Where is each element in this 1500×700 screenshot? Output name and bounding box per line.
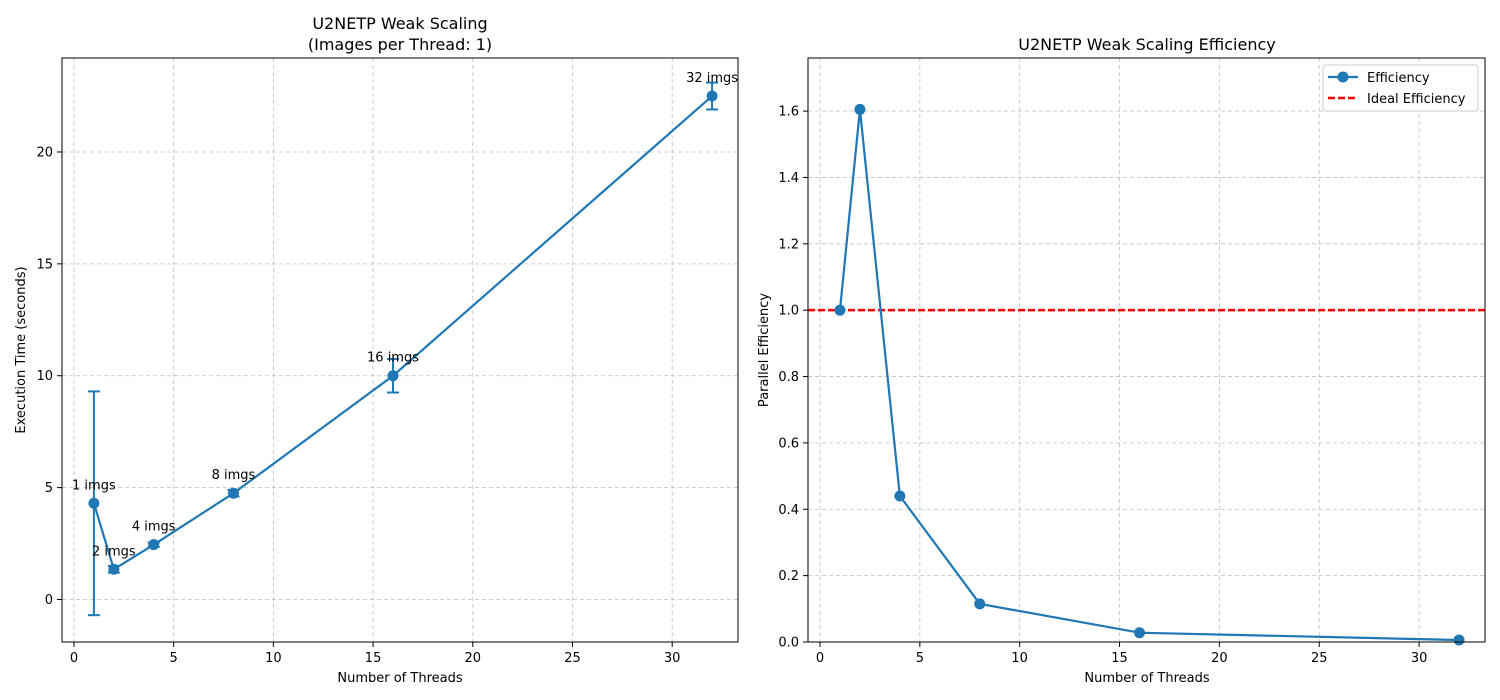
weak-scaling-x-axis-label: Number of Threads — [337, 671, 462, 686]
y-tick-label: 0.8 — [778, 370, 799, 385]
data-point — [387, 370, 399, 382]
x-tick-label: 20 — [1211, 651, 1228, 666]
x-tick-label: 5 — [170, 651, 178, 666]
legend-efficiency-marker — [1337, 71, 1349, 83]
data-label: 1 imgs — [72, 478, 116, 493]
x-tick-label: 20 — [465, 651, 482, 666]
y-tick-label: 0.2 — [778, 569, 799, 584]
weak-scaling-series: 1 imgs 2 imgs 4 imgs 8 imgs 16 imgs 32 imgs — [72, 71, 738, 617]
efficiency-plot-frame — [807, 57, 1486, 643]
weak-scaling-plot-frame — [61, 57, 739, 643]
efficiency-y-axis-label: Parallel Efficiency — [757, 293, 772, 407]
efficiency-legend: Efficiency Ideal Efficiency — [1322, 64, 1479, 112]
weak-scaling-subtitle: (Images per Thread: 1) — [308, 35, 492, 54]
y-tick-label: 15 — [36, 257, 53, 272]
data-point — [894, 490, 906, 502]
data-label: 16 imgs — [367, 351, 419, 366]
data-point — [974, 598, 986, 610]
legend-ideal-label: Ideal Efficiency — [1367, 92, 1466, 107]
y-tick-label: 1.0 — [778, 304, 799, 319]
y-tick-label: 1.6 — [778, 105, 799, 120]
data-point — [1134, 627, 1146, 639]
y-tick-label: 0.0 — [778, 636, 799, 651]
x-tick-label: 0 — [816, 651, 824, 666]
y-tick-label: 1.2 — [778, 237, 799, 252]
y-tick-label: 20 — [36, 145, 53, 160]
efficiency-title: U2NETP Weak Scaling Efficiency — [1018, 35, 1275, 54]
efficiency-series — [834, 103, 1465, 646]
x-tick-label: 30 — [1411, 651, 1428, 666]
x-tick-label: 5 — [916, 651, 924, 666]
data-point — [88, 497, 100, 509]
weak-scaling-title: U2NETP Weak Scaling — [312, 14, 487, 33]
efficiency-line — [838, 109, 1460, 642]
y-tick-label: 10 — [36, 369, 53, 384]
data-point — [1453, 634, 1465, 646]
weak-scaling-grid — [62, 58, 738, 642]
efficiency-y-ticks: 0.0 0.2 0.4 0.6 0.8 1.0 1.2 1.4 1.6 — [778, 105, 808, 651]
y-tick-label: 1.4 — [778, 171, 799, 186]
weak-scaling-x-ticks: 0 5 10 15 20 25 30 — [70, 642, 681, 666]
x-tick-label: 15 — [1111, 651, 1128, 666]
x-tick-label: 25 — [1311, 651, 1328, 666]
efficiency-x-axis-label: Number of Threads — [1084, 671, 1209, 686]
execution-time-line — [92, 95, 713, 571]
y-tick-label: 0.6 — [778, 436, 799, 451]
efficiency-x-ticks: 0 5 10 15 20 25 30 — [816, 642, 1428, 666]
legend-efficiency-label: Efficiency — [1367, 71, 1430, 86]
x-tick-label: 25 — [564, 651, 581, 666]
data-label: 32 imgs — [686, 71, 738, 86]
x-tick-label: 15 — [365, 651, 382, 666]
weak-scaling-chart: U2NETP Weak Scaling (Images per Thread: … — [14, 14, 739, 686]
legend-box — [1322, 64, 1479, 112]
weak-scaling-y-axis-label: Execution Time (seconds) — [14, 266, 29, 433]
weak-scaling-y-ticks: 0 5 10 15 20 — [36, 145, 62, 608]
data-point — [148, 539, 160, 551]
data-point — [706, 90, 718, 102]
x-tick-label: 10 — [265, 651, 282, 666]
data-point — [834, 304, 846, 316]
efficiency-grid — [808, 58, 1485, 643]
y-tick-label: 0 — [45, 593, 53, 608]
data-point — [108, 563, 120, 575]
data-point — [854, 103, 866, 115]
data-label: 2 imgs — [92, 544, 136, 559]
data-label: 4 imgs — [132, 520, 176, 535]
data-point — [227, 487, 239, 499]
x-tick-label: 0 — [70, 651, 78, 666]
x-tick-label: 30 — [664, 651, 681, 666]
x-tick-label: 10 — [1011, 651, 1028, 666]
y-tick-label: 5 — [45, 481, 53, 496]
data-label: 8 imgs — [212, 468, 256, 483]
efficiency-chart: U2NETP Weak Scaling Efficiency 0 5 10 15 20 2… — [757, 35, 1486, 686]
y-tick-label: 0.4 — [778, 503, 799, 518]
